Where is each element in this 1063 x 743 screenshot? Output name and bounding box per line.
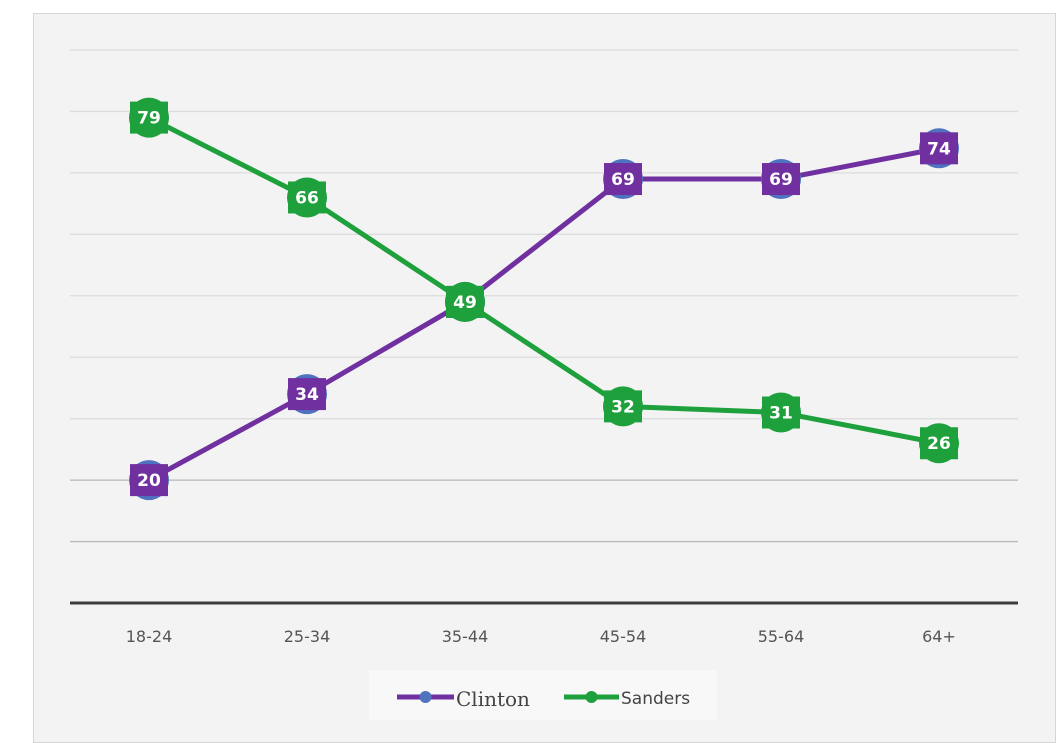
sanders-data-label: 31 bbox=[769, 404, 793, 424]
clinton-data-label: 34 bbox=[295, 385, 319, 405]
x-tick-label: 45-54 bbox=[600, 627, 647, 646]
chart-frame bbox=[33, 13, 1056, 743]
sanders-label-box bbox=[762, 396, 800, 429]
legend-swatch-marker bbox=[585, 691, 598, 703]
clinton-label-box bbox=[130, 464, 168, 497]
sanders-label-box bbox=[604, 390, 642, 423]
sanders-data-label: 26 bbox=[927, 434, 951, 454]
sanders-data-label: 49 bbox=[453, 293, 477, 313]
clinton-label-box bbox=[604, 163, 642, 196]
series-sanders: 79 66 49 32 31 26 bbox=[129, 97, 959, 464]
x-tick-label: 18-24 bbox=[126, 627, 173, 646]
clinton-label-box bbox=[920, 132, 958, 165]
sanders-line bbox=[147, 115, 940, 446]
clinton-line bbox=[147, 145, 940, 483]
sanders-label-box bbox=[130, 101, 168, 134]
clinton-data-label: 20 bbox=[137, 471, 161, 491]
clinton-label-box bbox=[288, 378, 326, 411]
sanders-data-label: 32 bbox=[611, 397, 635, 417]
sanders-label-box bbox=[920, 427, 958, 460]
clinton-data-label: 69 bbox=[611, 170, 635, 190]
sanders-data-label: 79 bbox=[137, 109, 161, 129]
clinton-data-label: 74 bbox=[927, 139, 951, 159]
x-tick-label: 25-34 bbox=[284, 627, 331, 646]
x-tick-label: 55-64 bbox=[758, 627, 805, 646]
clinton-label-box bbox=[762, 163, 800, 196]
sanders-label-box bbox=[288, 181, 326, 214]
legend-item-clinton: Clinton bbox=[397, 687, 530, 711]
clinton-data-label: 69 bbox=[769, 170, 793, 190]
sanders-data-label: 66 bbox=[295, 188, 319, 208]
x-axis: 18-24 25-34 35-44 45-54 55-64 64+ bbox=[70, 601, 1018, 646]
sanders-label-box bbox=[446, 285, 484, 318]
x-tick-label: 64+ bbox=[922, 627, 956, 646]
legend: Clinton Sanders bbox=[369, 670, 717, 720]
legend-label: Sanders bbox=[621, 689, 690, 709]
x-tick-label: 35-44 bbox=[442, 627, 489, 646]
legend-label: Clinton bbox=[456, 687, 530, 711]
series-clinton: 20 34 49 69 69 74 bbox=[129, 128, 959, 501]
legend-item-sanders: Sanders bbox=[564, 689, 690, 709]
gridlines bbox=[70, 49, 1018, 543]
legend-swatch-marker bbox=[419, 691, 432, 703]
